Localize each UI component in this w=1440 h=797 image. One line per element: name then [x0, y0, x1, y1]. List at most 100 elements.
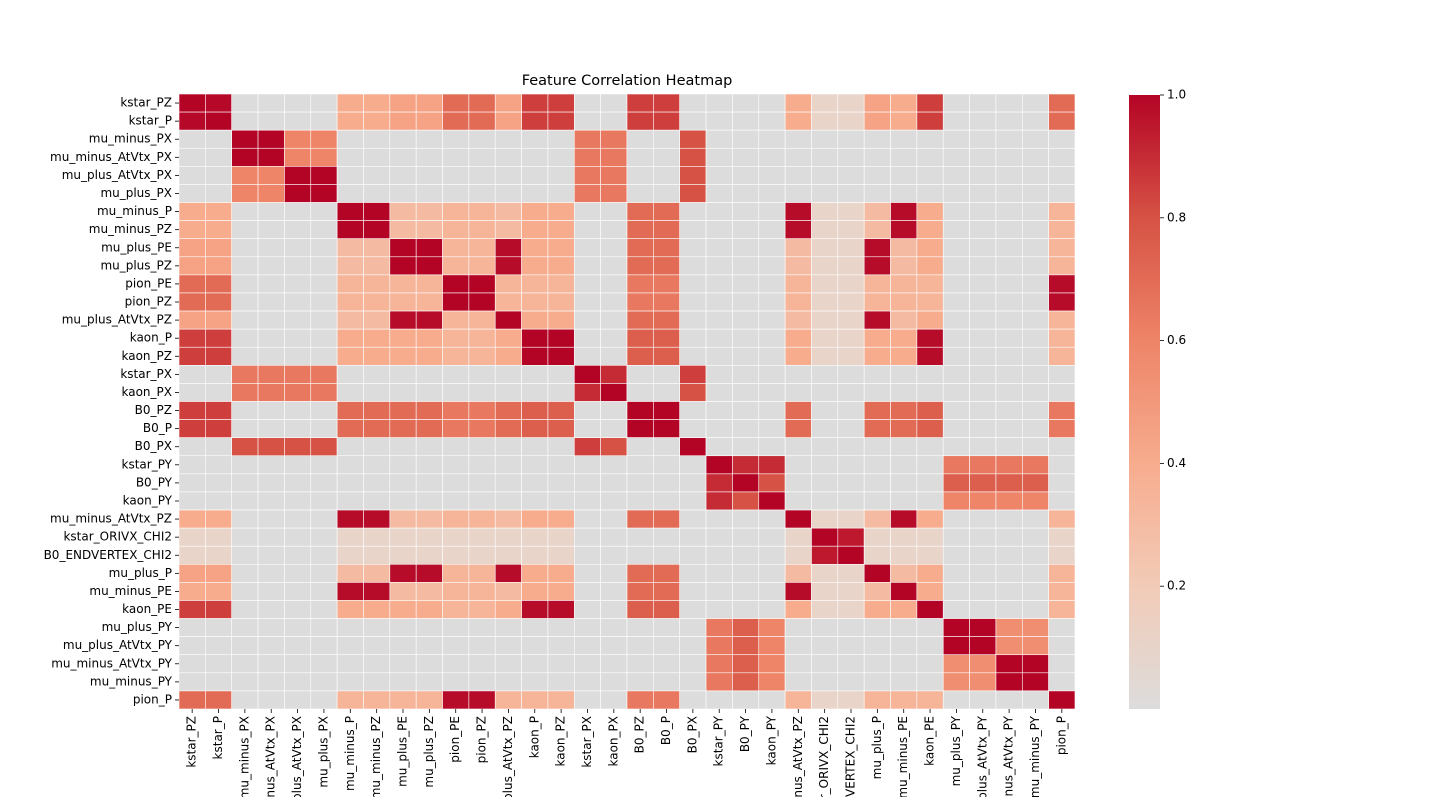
- heatmap-cell: [626, 419, 654, 438]
- heatmap-cell: [811, 509, 839, 529]
- heatmap-cell: [1021, 202, 1049, 221]
- heatmap-cell: [415, 527, 443, 547]
- heatmap-cell: [336, 220, 364, 240]
- heatmap-cell: [363, 310, 391, 330]
- heatmap-cell: [205, 346, 233, 366]
- heatmap-cell: [600, 292, 628, 312]
- heatmap-cell: [679, 654, 707, 674]
- heatmap-cell: [837, 563, 865, 583]
- heatmap-cell: [1048, 455, 1076, 475]
- x-tick-label: mu_plus_P: [870, 716, 884, 779]
- heatmap-cell: [205, 202, 233, 221]
- heatmap-cell: [547, 545, 575, 565]
- y-tick-label: mu_plus_PY: [102, 620, 173, 634]
- heatmap-cell: [863, 672, 891, 692]
- heatmap-cell: [573, 111, 601, 131]
- heatmap-cell: [1021, 365, 1049, 384]
- heatmap-cell: [573, 600, 601, 619]
- heatmap-cell: [811, 491, 839, 511]
- heatmap-cell: [942, 328, 970, 348]
- heatmap-cell: [600, 365, 628, 384]
- heatmap-cell: [1021, 419, 1049, 438]
- heatmap-cell: [442, 383, 470, 402]
- heatmap-cell: [1048, 690, 1076, 710]
- heatmap-cell: [363, 437, 391, 457]
- heatmap-cell: [521, 491, 549, 511]
- x-tick-label: mu_minus_PE: [896, 716, 910, 797]
- heatmap-cell: [442, 672, 470, 692]
- heatmap-cell: [679, 473, 707, 493]
- heatmap-cell: [600, 563, 628, 583]
- heatmap-cell: [178, 654, 206, 674]
- heatmap-cell: [837, 202, 865, 221]
- heatmap-cell: [653, 455, 681, 475]
- heatmap-cell: [205, 545, 233, 565]
- heatmap-cell: [890, 437, 918, 457]
- heatmap-cell: [969, 383, 997, 402]
- heatmap-cell: [705, 545, 733, 565]
- heatmap-cell: [573, 220, 601, 240]
- heatmap-cell: [942, 636, 970, 656]
- heatmap-cell: [415, 455, 443, 475]
- heatmap-cell: [811, 256, 839, 276]
- heatmap-cell: [468, 419, 496, 438]
- heatmap-cell: [705, 563, 733, 583]
- heatmap-cell: [178, 202, 206, 221]
- heatmap-cell: [415, 238, 443, 258]
- heatmap-cell: [442, 202, 470, 221]
- heatmap-cell: [890, 292, 918, 312]
- heatmap-cell: [732, 328, 760, 348]
- heatmap-cell: [600, 455, 628, 475]
- heatmap-cell: [415, 582, 443, 601]
- heatmap-cell: [336, 93, 364, 113]
- heatmap-cell: [178, 166, 206, 185]
- heatmap-cell: [969, 274, 997, 294]
- heatmap-cell: [257, 256, 285, 276]
- x-tick-label: mu_plus_PZ: [422, 716, 436, 788]
- heatmap-cell: [653, 582, 681, 601]
- heatmap-cell: [679, 93, 707, 113]
- heatmap-cell: [705, 690, 733, 710]
- heatmap-cell: [969, 636, 997, 656]
- heatmap-cell: [468, 690, 496, 710]
- heatmap-cell: [231, 491, 259, 511]
- heatmap-cell: [547, 202, 575, 221]
- heatmap-cell: [600, 636, 628, 656]
- heatmap-cell: [705, 292, 733, 312]
- heatmap-cell: [231, 383, 259, 402]
- heatmap-cell: [178, 437, 206, 457]
- heatmap-cell: [969, 582, 997, 601]
- heatmap-cell: [363, 328, 391, 348]
- heatmap-cell: [468, 491, 496, 511]
- y-tick-label: kaon_PX: [122, 385, 173, 399]
- heatmap-cell: [942, 166, 970, 185]
- heatmap-cell: [916, 473, 944, 493]
- heatmap-cell: [995, 184, 1023, 203]
- heatmap-cell: [494, 690, 522, 710]
- heatmap-cell: [705, 328, 733, 348]
- heatmap-cell: [284, 600, 312, 619]
- heatmap-cell: [415, 419, 443, 438]
- heatmap-cell: [573, 636, 601, 656]
- y-tick-label: mu_minus_PY: [90, 674, 173, 688]
- heatmap-cell: [547, 328, 575, 348]
- heatmap-cell: [415, 166, 443, 185]
- heatmap-cell: [679, 419, 707, 438]
- heatmap-cell: [732, 582, 760, 601]
- heatmap-cell: [547, 365, 575, 384]
- heatmap-cell: [231, 419, 259, 438]
- heatmap-cell: [811, 365, 839, 384]
- heatmap-cell: [521, 292, 549, 312]
- heatmap-cell: [969, 437, 997, 457]
- heatmap-cell: [573, 582, 601, 601]
- heatmap-cell: [942, 527, 970, 547]
- heatmap-cell: [784, 328, 812, 348]
- heatmap-cell: [705, 600, 733, 619]
- heatmap-cell: [1021, 473, 1049, 493]
- heatmap-cell: [310, 184, 338, 203]
- heatmap-cell: [784, 509, 812, 529]
- heatmap-cell: [969, 491, 997, 511]
- heatmap-cell: [494, 328, 522, 348]
- heatmap-cell: [969, 509, 997, 529]
- heatmap-cell: [942, 690, 970, 710]
